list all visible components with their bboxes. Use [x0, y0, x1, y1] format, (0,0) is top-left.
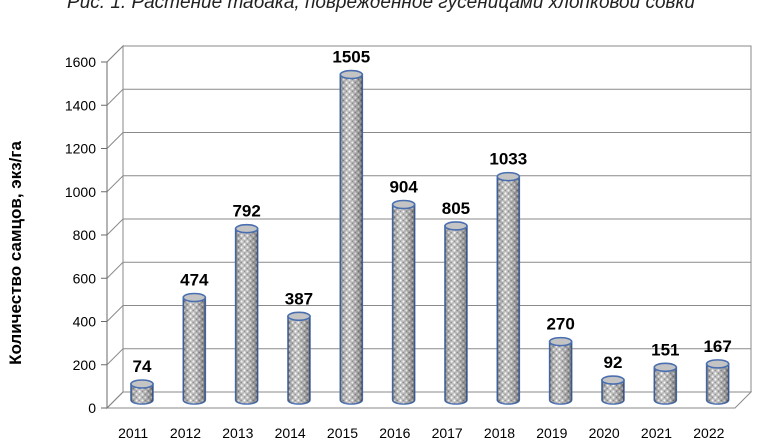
bar	[234, 223, 259, 405]
bar-top	[339, 69, 364, 80]
bar-top	[182, 292, 207, 303]
data-label: 74	[133, 357, 152, 376]
x-tick-label: 2013	[222, 425, 253, 440]
data-label: 904	[389, 178, 418, 197]
bar-top	[548, 336, 573, 347]
y-tick-label: 0	[88, 400, 96, 416]
bar-shading	[444, 225, 467, 404]
y-tick-label: 800	[73, 227, 97, 243]
data-label: 270	[546, 315, 574, 334]
bar-top	[287, 311, 311, 322]
bar	[653, 362, 678, 405]
bar-top	[130, 379, 154, 389]
gridline	[106, 88, 751, 106]
x-tick-label: 2020	[589, 425, 620, 440]
bar	[705, 359, 730, 405]
bar-shading	[130, 383, 153, 404]
bar-top	[705, 359, 730, 369]
bar-shading	[601, 380, 624, 404]
y-tick-label: 400	[73, 314, 97, 330]
x-tick-label: 2022	[693, 425, 724, 440]
bar-top	[653, 362, 678, 373]
y-tick-label: 1400	[65, 97, 96, 113]
data-label: 805	[442, 199, 470, 218]
x-tick-label: 2011	[118, 425, 148, 440]
data-label: 474	[180, 270, 209, 289]
gridline	[106, 261, 751, 279]
x-tick-label: 2021	[641, 425, 672, 440]
x-tick-label: 2016	[379, 425, 410, 440]
bar	[182, 292, 207, 405]
bar	[444, 221, 468, 405]
data-label: 1505	[332, 48, 370, 67]
bar-shading	[183, 297, 206, 404]
bar-top	[496, 171, 521, 182]
y-tick-label: 1000	[65, 184, 96, 200]
x-tick-label: 2015	[327, 425, 358, 440]
x-tick-label: 2017	[432, 425, 463, 440]
bar-top	[234, 223, 259, 234]
bar-shading	[654, 367, 677, 404]
gridline	[106, 348, 751, 366]
bar-top	[444, 221, 468, 231]
gridline	[106, 218, 751, 236]
data-label: 167	[703, 337, 731, 356]
data-label: 792	[232, 202, 260, 221]
bar	[391, 199, 416, 405]
bar-shading	[392, 204, 415, 404]
plot-floor	[105, 391, 753, 409]
gridline	[106, 45, 751, 63]
y-tick-label: 1200	[65, 141, 96, 157]
data-label: 1033	[489, 150, 527, 169]
bar-shading	[706, 363, 729, 404]
bar-shading	[287, 316, 310, 404]
gridline	[106, 305, 751, 322]
bar-shading	[235, 228, 258, 404]
bar-top	[601, 375, 625, 385]
bar	[339, 69, 364, 405]
x-tick-label: 2018	[484, 425, 515, 440]
bar-shading	[549, 341, 572, 404]
bar	[287, 311, 311, 405]
gridline	[106, 132, 751, 149]
y-axis-label: Количество самцов, экз/га	[6, 141, 25, 365]
y-tick-label: 200	[73, 357, 97, 373]
bar	[601, 375, 625, 405]
x-tick-label: 2014	[275, 425, 306, 440]
x-tick-label: 2012	[170, 425, 201, 440]
y-tick-label: 600	[73, 270, 97, 286]
bar-shading	[497, 176, 520, 404]
y-tick-label: 1600	[65, 54, 96, 70]
bar-top	[391, 199, 416, 210]
bar	[548, 336, 573, 405]
data-label: 151	[651, 340, 679, 359]
bar	[130, 379, 154, 405]
bar	[496, 171, 521, 405]
x-tick-label: 2019	[536, 425, 567, 440]
data-label: 92	[604, 353, 623, 372]
bar-shading	[340, 74, 363, 404]
data-label: 387	[285, 289, 313, 308]
figure-caption: Рис. 1. Растение табака, поврежденное гу…	[67, 0, 695, 13]
gridline	[106, 175, 751, 193]
